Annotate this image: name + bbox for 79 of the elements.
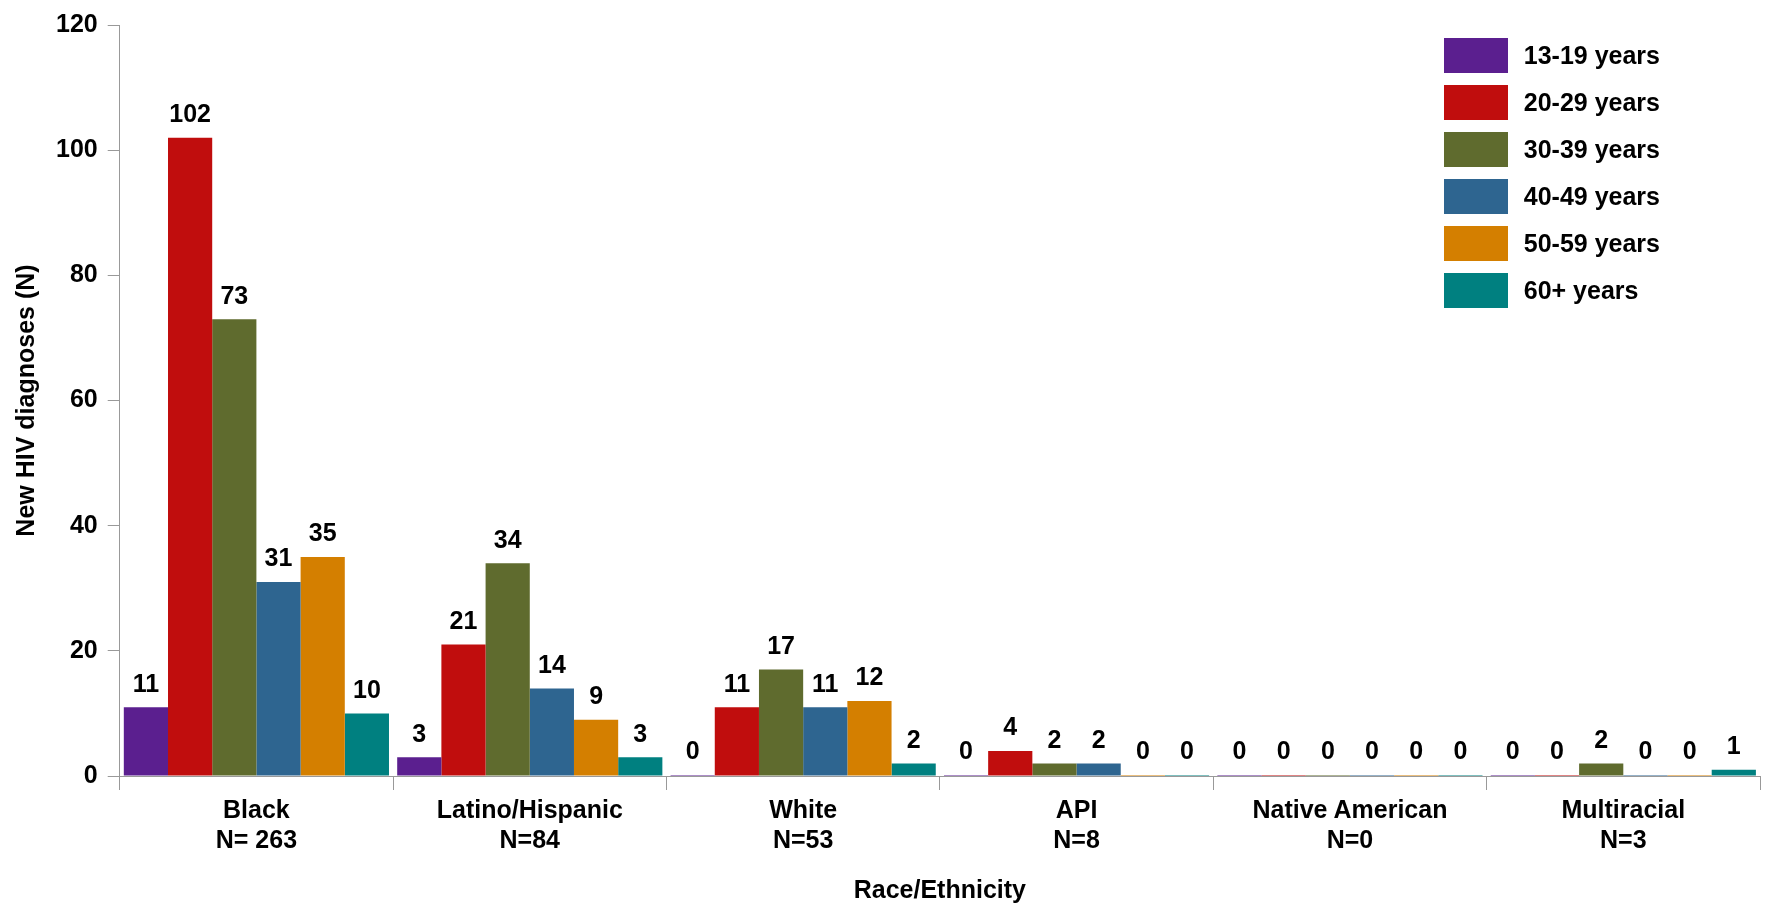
data-label: 1 — [1726, 731, 1741, 760]
data-label: 0 — [1365, 736, 1379, 765]
data-label: 34 — [493, 524, 522, 553]
bar — [891, 763, 936, 776]
legend-label: 60+ years — [1523, 276, 1639, 305]
y-tick-label: 20 — [69, 634, 98, 663]
bar — [256, 581, 301, 776]
data-label: 0 — [1232, 736, 1247, 765]
bar — [714, 707, 759, 776]
bar — [988, 750, 1033, 776]
bar — [344, 713, 389, 776]
data-label: 21 — [449, 605, 478, 634]
bar — [758, 669, 804, 776]
data-label: 2 — [1091, 724, 1106, 753]
legend-label: 40-49 years — [1523, 182, 1660, 211]
data-label: 35 — [308, 518, 337, 547]
y-tick-label: 120 — [55, 8, 98, 37]
bar — [212, 319, 257, 776]
bar — [300, 556, 345, 776]
data-label: 2 — [906, 724, 921, 753]
data-label: 73 — [220, 280, 249, 309]
bar — [1076, 763, 1121, 776]
data-label: 4 — [1003, 712, 1018, 741]
x-tick-label: Black N= 263 — [215, 794, 298, 853]
bar — [123, 707, 169, 776]
x-tick-label: Multiracial N=3 — [1561, 794, 1686, 853]
y-tick-label: 100 — [55, 134, 98, 163]
data-label: 3 — [633, 718, 648, 747]
data-label: 0 — [1638, 736, 1653, 765]
bar — [803, 707, 848, 776]
y-tick-label: 0 — [83, 759, 98, 788]
data-label: 17 — [767, 631, 795, 659]
data-label: 102 — [169, 99, 211, 128]
x-tick-label: White N=53 — [769, 794, 838, 853]
data-label: 0 — [1180, 736, 1194, 765]
bar — [1032, 763, 1077, 776]
data-label: 11 — [132, 668, 160, 697]
bar — [168, 137, 213, 776]
data-label: 31 — [264, 543, 293, 572]
data-label: 0 — [1453, 736, 1468, 765]
data-label: 11 — [723, 668, 751, 697]
bar — [485, 563, 530, 776]
bar — [529, 688, 574, 776]
y-tick-label: 60 — [69, 384, 98, 413]
bar — [397, 757, 442, 776]
data-label: 0 — [959, 736, 974, 765]
x-tick-label: Latino/Hispanic N=84 — [436, 794, 623, 853]
legend-label: 30-39 years — [1523, 135, 1660, 164]
data-label: 0 — [685, 736, 700, 765]
y-tick-label: 80 — [69, 259, 98, 288]
legend-label: 20-29 years — [1523, 88, 1660, 117]
data-label: 14 — [537, 649, 566, 678]
data-label: 11 — [812, 668, 839, 697]
data-label: 12 — [855, 662, 884, 691]
bar — [573, 719, 619, 776]
x-tick-label: API N=8 — [1053, 794, 1100, 853]
data-label: 9 — [589, 681, 604, 710]
legend-label: 13-19 years — [1523, 41, 1660, 70]
y-axis-title: New HIV diagnoses (N) — [10, 264, 39, 537]
data-label: 0 — [1682, 736, 1697, 765]
data-label: 10 — [352, 674, 381, 703]
bar — [441, 644, 486, 776]
data-label: 2 — [1047, 724, 1062, 753]
bar — [1711, 769, 1756, 776]
bar — [1579, 763, 1624, 776]
legend-label: 50-59 years — [1523, 229, 1660, 258]
data-label: 2 — [1594, 724, 1609, 753]
x-tick-label: Native American N=0 — [1252, 794, 1448, 853]
bar — [847, 700, 892, 776]
data-label: 0 — [1409, 736, 1424, 765]
data-label: 0 — [1276, 736, 1291, 765]
data-label: 0 — [1505, 736, 1520, 765]
data-label: 3 — [412, 718, 427, 747]
data-label: 0 — [1135, 736, 1150, 765]
data-label: 0 — [1550, 736, 1564, 765]
bar — [618, 757, 663, 776]
y-tick-label: 40 — [69, 509, 98, 538]
data-label: 0 — [1320, 736, 1335, 765]
x-axis-title: Race/Ethnicity — [853, 874, 1027, 903]
